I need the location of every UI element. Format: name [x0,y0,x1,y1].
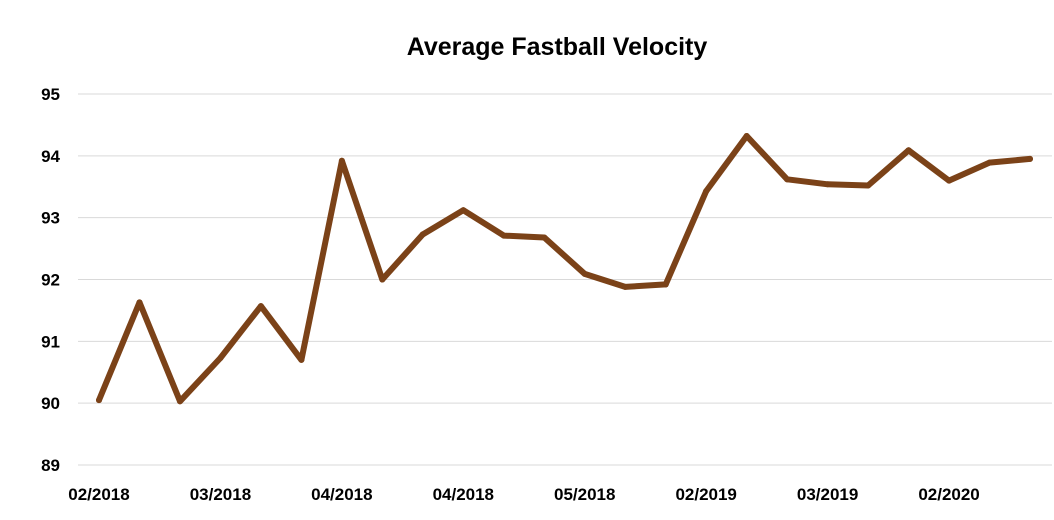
y-tick-label: 91 [41,332,60,351]
x-tick-label: 05/2018 [554,485,615,504]
data-point [743,133,750,140]
data-point [1027,155,1033,162]
data-point [986,159,993,166]
y-tick-label: 90 [41,394,60,413]
data-point [662,281,669,288]
y-tick-label: 95 [41,85,60,104]
series-layer [96,133,1033,405]
x-tick-label: 02/2019 [675,485,736,504]
x-tick-label: 04/2018 [311,485,372,504]
data-point [703,188,710,195]
data-point [298,356,305,363]
x-axis-ticks: 02/2018 03/2018 04/2018 04/2018 05/2018 02/20… [68,485,979,504]
data-point [865,182,872,189]
y-axis-ticks: 89 90 91 92 93 94 95 [41,85,60,475]
data-point [338,157,345,164]
data-point [257,303,264,310]
x-tick-label: 03/2019 [797,485,858,504]
y-tick-label: 94 [41,147,60,166]
data-point [500,232,507,239]
data-point [419,231,426,238]
data-point [622,283,629,290]
gridlines [78,93,1052,466]
data-point [784,176,791,183]
data-point [946,177,953,184]
data-point [96,397,102,404]
data-point [136,299,143,306]
x-tick-label: 02/2018 [68,485,129,504]
data-point [379,276,386,283]
data-point [460,207,467,214]
data-point [541,234,548,241]
series-line [96,133,1033,405]
y-tick-label: 89 [41,456,60,475]
chart-title: Average Fastball Velocity [407,33,708,61]
data-point [581,270,588,277]
data-point [176,398,183,405]
data-point [217,355,224,362]
data-point [824,181,831,188]
y-tick-label: 93 [41,209,60,228]
y-tick-label: 92 [41,271,60,290]
x-tick-label: 04/2018 [433,485,494,504]
data-point [905,147,912,154]
x-tick-label: 02/2020 [918,485,979,504]
x-tick-label: 03/2018 [190,485,251,504]
